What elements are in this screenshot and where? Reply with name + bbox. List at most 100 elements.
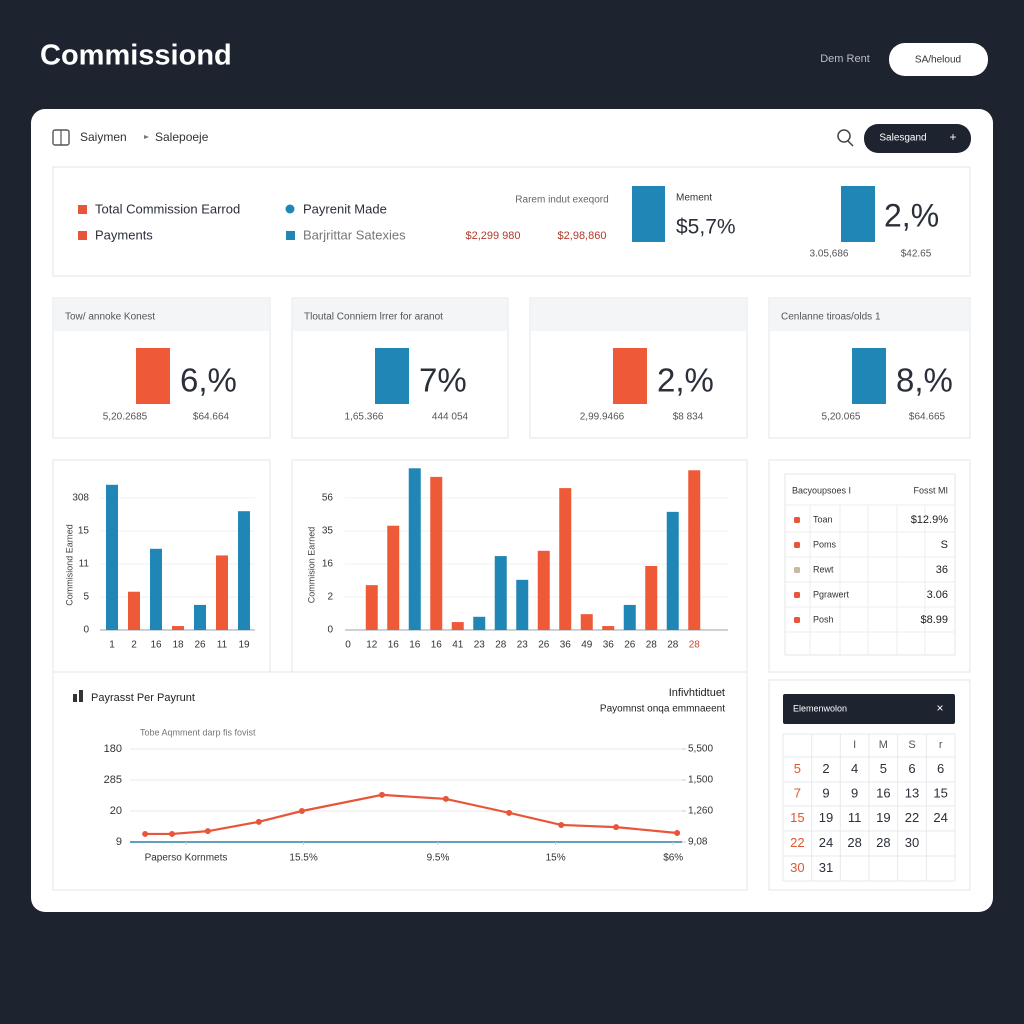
bar (623, 604, 636, 630)
header-button[interactable] (889, 43, 988, 76)
bar (238, 511, 250, 630)
breadcrumb[interactable]: Saiymen (80, 130, 127, 144)
calendar-day[interactable]: 22 (905, 810, 919, 825)
x-tick-label: 28 (495, 640, 507, 651)
table-cell: 3.06 (927, 589, 948, 601)
toolbar-button[interactable] (864, 124, 971, 153)
x-tick-label: 0 (345, 640, 351, 651)
bar (128, 591, 140, 630)
kpi-header (770, 299, 969, 331)
x-tick-label: $6% (663, 853, 683, 864)
calendar-day[interactable]: 13 (905, 785, 919, 800)
calendar-day[interactable]: 5 (880, 761, 887, 776)
calendar-day[interactable]: 30 (905, 835, 919, 850)
point (298, 808, 305, 814)
calendar-day[interactable]: 22 (790, 835, 804, 850)
plus-icon: + (949, 130, 956, 144)
point (204, 828, 211, 835)
calendar-day[interactable]: 2 (822, 761, 829, 776)
legend-swatch (285, 204, 295, 214)
close-icon[interactable]: × (936, 701, 943, 715)
bar (150, 548, 162, 630)
calendar-day[interactable]: 6 (908, 761, 915, 776)
block-label: Mement (676, 193, 712, 204)
table-cell: 36 (936, 564, 948, 576)
y-tick-label: 20 (110, 805, 122, 817)
chart-subtitle: Tobe Aqmment darp fis fovist (140, 727, 256, 737)
calendar-day[interactable]: 28 (876, 835, 890, 850)
x-tick-label: 1 (109, 640, 115, 651)
table-header: Fosst MI (913, 485, 948, 495)
point (506, 809, 513, 816)
x-tick-label: 16 (431, 640, 443, 651)
kpi-value: 6,% (180, 362, 237, 399)
summary-caption: Rarem indut exeqord (515, 195, 608, 206)
x-tick-label: 15.5% (289, 853, 317, 864)
summary-card (52, 166, 971, 277)
y-tick-label: 0 (327, 625, 333, 636)
bar (194, 604, 206, 630)
table-cell: Toan (813, 514, 833, 524)
calendar-day[interactable]: 28 (847, 835, 861, 850)
bar (602, 626, 615, 630)
calendar-day[interactable]: 5 (794, 761, 801, 776)
kpi-bar (613, 348, 647, 404)
calendar-day[interactable]: 24 (933, 810, 947, 825)
x-tick-label: 18 (172, 640, 184, 651)
bar (216, 555, 228, 630)
y2-tick-label: 1,260 (688, 806, 713, 817)
header-button-label[interactable]: SA/heloud (915, 55, 961, 66)
calendar-day[interactable]: 16 (876, 785, 890, 800)
calendar-day[interactable]: 31 (819, 860, 833, 875)
annotation: Infivhtidtuet (669, 687, 725, 699)
point (674, 830, 681, 837)
calendar-day[interactable]: 24 (819, 835, 833, 850)
calendar-day[interactable]: 15 (933, 785, 947, 800)
row-dot (794, 617, 800, 623)
crumb-separator (144, 135, 149, 139)
calendar-day[interactable]: 9 (851, 785, 858, 800)
calendar-day[interactable]: 30 (790, 860, 804, 875)
calendar-day[interactable]: 15 (790, 810, 804, 825)
table-header: Bacyoupsoes I (792, 485, 851, 495)
kpi-value: 2,% (657, 362, 714, 399)
kpi-sub: 5,20.2685 (103, 412, 148, 423)
legend-label: Barjrittar Satexies (303, 227, 406, 242)
y-tick-label: 5 (83, 592, 89, 603)
search-icon[interactable] (837, 129, 851, 143)
y2-tick-label: 9,08 (688, 837, 708, 848)
bar (473, 616, 486, 630)
calendar-day[interactable]: 19 (819, 810, 833, 825)
point (442, 795, 449, 802)
x-tick-label: 41 (452, 640, 464, 651)
point (169, 830, 175, 837)
legend-label: Payrenit Made (303, 201, 387, 216)
calendar-day[interactable]: 19 (876, 810, 890, 825)
kpi-sub: 1,65.366 (345, 412, 384, 423)
block-sub: $42.65 (901, 249, 932, 260)
table-cell: S (941, 539, 948, 551)
point (379, 791, 385, 798)
toolbar-button-label[interactable]: Salesgand (879, 133, 926, 144)
kpi-bar (852, 348, 886, 404)
table-cell: Posh (813, 614, 834, 624)
kpi-bar (375, 348, 409, 404)
weekday: S (908, 739, 915, 751)
calendar-day[interactable]: 6 (937, 761, 944, 776)
bar (516, 579, 529, 630)
calendar-day[interactable]: 4 (851, 761, 858, 776)
app-title: Commissiond (40, 40, 232, 72)
x-tick-label: 26 (194, 640, 206, 651)
breadcrumb[interactable]: Salepoeje (155, 130, 209, 144)
calendar-day[interactable]: 7 (794, 785, 801, 800)
block-value: 2,% (884, 197, 939, 233)
x-tick-label: 36 (603, 640, 615, 651)
calendar-day[interactable]: 9 (822, 785, 829, 800)
x-tick-label: 9.5% (427, 853, 450, 864)
annotation: Payomnst onqa emmnaeent (600, 704, 725, 715)
table-card (768, 459, 971, 673)
summary-block (632, 186, 665, 242)
calendar-day[interactable]: 11 (848, 810, 862, 825)
